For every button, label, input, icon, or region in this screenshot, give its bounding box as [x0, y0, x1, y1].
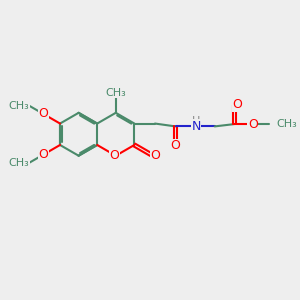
Text: CH₃: CH₃ [105, 88, 126, 98]
Text: O: O [110, 149, 119, 162]
Text: H: H [191, 116, 200, 126]
Text: O: O [38, 148, 48, 161]
Text: O: O [171, 140, 181, 152]
Text: CH₃: CH₃ [277, 119, 297, 129]
Text: N: N [191, 120, 201, 133]
Text: CH₃: CH₃ [9, 101, 30, 111]
Text: O: O [233, 98, 242, 111]
Text: O: O [248, 118, 258, 130]
Text: CH₃: CH₃ [9, 158, 30, 168]
Text: O: O [151, 149, 160, 162]
Text: O: O [38, 107, 48, 120]
